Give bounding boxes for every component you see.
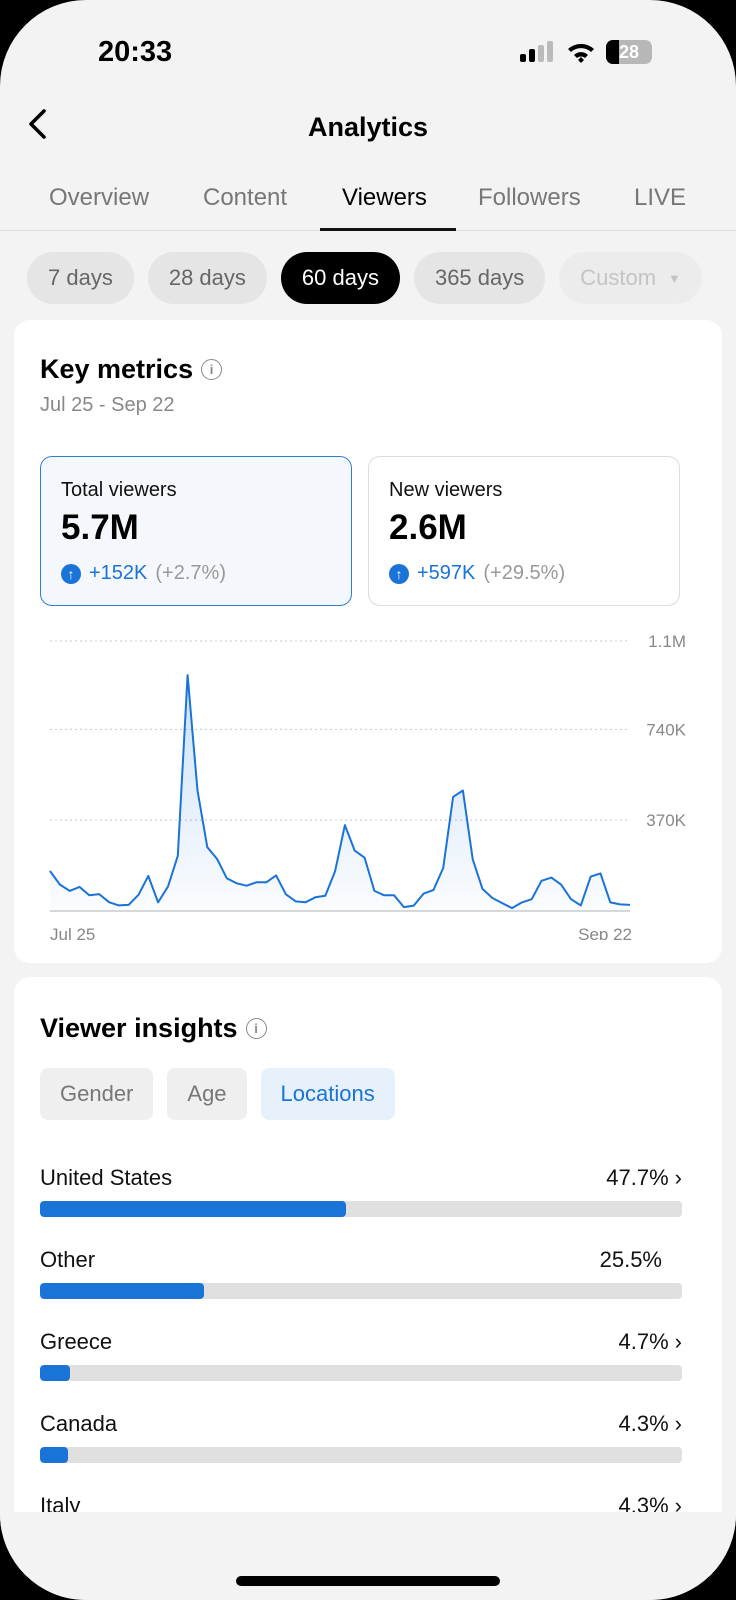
metric-delta: +597K [417,562,476,584]
metric-delta-pct: (+2.7%) [155,562,226,584]
y-tick-label: 370K [646,811,686,830]
home-indicator[interactable] [236,1576,500,1586]
tab-live[interactable]: LIVE [634,184,687,211]
range-7-days[interactable]: 7 days [27,252,134,304]
viewer-insights-card: Viewer insights i Gender Age Locations Un… [14,977,722,1577]
x-tick-label-end: Sep 22 [578,925,632,940]
battery-icon: 28 [606,40,652,64]
arrow-up-icon: ↑ [61,563,81,584]
metric-delta: +152K [89,562,148,584]
location-pct: 47.7% [606,1165,669,1190]
back-button[interactable] [26,108,48,149]
active-tab-indicator [320,228,456,231]
metric-value: 2.6M [389,508,467,547]
chevron-right-icon: › [674,1329,682,1354]
location-bar [40,1365,682,1381]
wifi-icon [568,43,594,63]
location-name: Other [40,1247,96,1272]
tab-overview[interactable]: Overview [49,184,150,211]
area-fill [50,675,630,911]
key-metrics-title: Key metrics [40,354,194,384]
location-bar [40,1447,682,1463]
cellular-signal-icon [520,41,553,62]
segment-locations[interactable]: Locations [260,1068,395,1120]
location-name: Greece [40,1329,113,1354]
page-title: Analytics [307,112,429,142]
viewers-chart[interactable]: 370K 740K 1.1M Jul 25 Sep 22 [14,620,722,940]
location-row[interactable]: United States 47.7% › [40,1165,682,1217]
metric-new-viewers[interactable]: New viewers 2.6M ↑ +597K (+29.5%) [368,456,680,606]
location-name: United States [40,1165,173,1190]
range-custom-label: Custom [580,265,657,290]
chevron-right-icon: › [674,1411,682,1436]
y-tick-label: 740K [646,720,686,739]
location-bar-fill [40,1365,71,1381]
key-metrics-card: Key metrics i Jul 25 - Sep 22 Total viewe… [14,320,722,963]
metric-delta-pct: (+29.5%) [483,562,566,584]
chevron-right-icon: › [674,1165,682,1190]
x-tick-label-start: Jul 25 [50,925,95,940]
location-row[interactable]: Other 25.5% [40,1247,682,1299]
chevron-left-icon [29,109,46,139]
range-365-days[interactable]: 365 days [413,252,546,304]
tab-viewers[interactable]: Viewers [342,184,427,211]
location-row[interactable]: Greece 4.7% › [40,1329,682,1381]
location-row[interactable]: Canada 4.3% › [40,1411,682,1463]
tab-followers[interactable]: Followers [478,184,581,211]
metric-total-viewers[interactable]: Total viewers 5.7M ↑ +152K (+2.7%) [40,456,352,606]
info-icon[interactable]: i [201,359,223,380]
metric-label: New viewers [389,479,503,501]
location-pct: 25.5% [599,1247,662,1272]
location-bar-fill [40,1447,68,1463]
caret-down-icon: ▼ [668,270,681,286]
tab-content[interactable]: Content [203,184,288,211]
range-60-days[interactable]: 60 days [280,252,400,304]
location-bar-fill [40,1201,347,1217]
segment-gender[interactable]: Gender [40,1068,154,1120]
metric-label: Total viewers [61,479,177,501]
location-pct: 4.3% [618,1411,669,1436]
bottom-bar [0,1512,736,1600]
location-name: Canada [40,1411,118,1436]
insight-segments: Gender Age Locations [40,1068,395,1120]
viewer-insights-title: Viewer insights [40,1013,238,1043]
range-28-days[interactable]: 28 days [147,252,267,304]
chevron-right-icon: › [674,1493,682,1518]
location-pct: 4.7% [618,1329,669,1354]
status-time: 20:33 [98,36,173,68]
info-icon[interactable]: i [245,1018,267,1039]
battery-level: 28 [618,41,640,62]
analytics-tabs: Overview Content Viewers Followers LIVE [0,178,736,231]
date-range-selector: 7 days 28 days 60 days 365 days Custom ▼ [27,252,702,304]
arrow-up-icon: ↑ [389,563,409,584]
location-bar [40,1283,682,1299]
location-bar-fill [40,1283,204,1299]
series-line [49,674,631,910]
status-icons: 28 [520,40,652,64]
segment-age[interactable]: Age [167,1068,247,1120]
location-bar [40,1201,682,1217]
metric-value: 5.7M [61,508,139,547]
y-tick-label: 1.1M [648,632,686,651]
range-custom[interactable]: Custom ▼ [559,252,702,304]
date-range-label: Jul 25 - Sep 22 [40,394,175,416]
